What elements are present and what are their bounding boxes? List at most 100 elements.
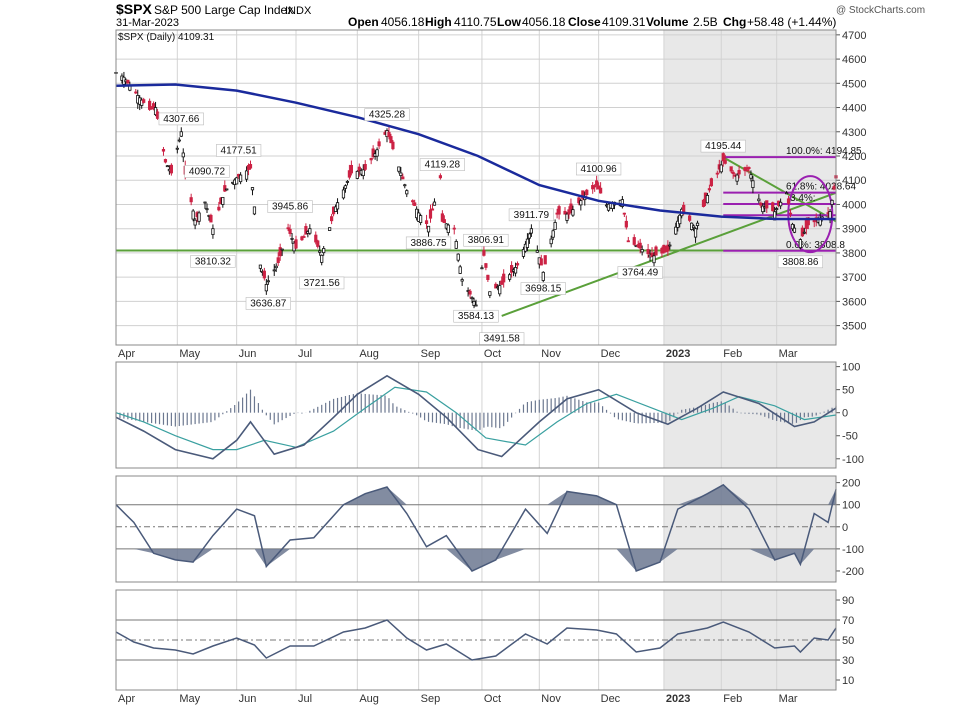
price-label: 3721.56 <box>304 278 341 289</box>
candle-body <box>569 203 573 213</box>
candle-body <box>632 237 636 245</box>
candle-body <box>442 219 446 224</box>
y-tick-label: 70 <box>842 615 854 627</box>
x-tick-label-bottom: May <box>179 693 200 705</box>
shaded-region <box>663 30 836 345</box>
price-label: 4307.66 <box>163 114 200 125</box>
volume-value: 2.5B <box>693 15 718 29</box>
price-label-box <box>190 255 236 268</box>
x-tick-label-bottom: Dec <box>601 693 621 705</box>
candle-body <box>597 185 601 190</box>
candle-body <box>217 206 221 211</box>
x-tick-label: Feb <box>723 348 742 360</box>
candle-body <box>553 222 557 230</box>
candle-body <box>314 234 318 243</box>
panel-frame <box>115 589 837 691</box>
candle-body <box>500 280 504 285</box>
shaded-region <box>663 362 836 468</box>
candle-body <box>709 178 713 187</box>
price-panel-title: $SPX (Daily) 4109.31 <box>118 32 215 43</box>
cci-line <box>115 483 837 572</box>
x-tick-label: 2023 <box>666 348 690 360</box>
candle-body <box>126 79 130 84</box>
x-tick-label: Sep <box>421 348 441 360</box>
candle-body <box>330 216 334 222</box>
fib-label: 100.0%: 4194.85 <box>786 146 862 157</box>
candle-body <box>759 202 763 206</box>
candle-body <box>432 201 437 206</box>
price-label: 3808.86 <box>782 257 819 268</box>
price-label-box <box>184 165 230 178</box>
price-label: 3491.58 <box>484 334 521 345</box>
candle-body <box>452 227 456 230</box>
candle-body <box>832 186 836 190</box>
candle-body <box>375 149 379 157</box>
price-label: 4119.28 <box>425 160 461 171</box>
candle-body <box>403 184 407 187</box>
candle-body <box>460 279 464 282</box>
rsi-panel: 90 70 50 30 10 Apr May Jun Jul Aug Sep Oct Nov Dec 202… <box>115 589 854 705</box>
candle-body <box>456 253 460 261</box>
cci-panel: 200 100 0 -100 -200 <box>115 475 864 583</box>
y-tick-label: 4700 <box>842 30 866 42</box>
candle-body <box>729 166 733 172</box>
y-tick-label: 50 <box>842 385 854 397</box>
candle-body <box>792 227 797 233</box>
chg-label: Chg <box>723 15 746 29</box>
price-label: 4100.96 <box>581 164 618 175</box>
candle-body <box>318 250 322 253</box>
x-tick-label: May <box>179 348 200 360</box>
candle-body <box>798 239 802 249</box>
candle-body <box>401 176 405 180</box>
candle-body <box>527 233 532 239</box>
candle-body <box>802 231 806 234</box>
x-tick-label-bottom: Jul <box>298 693 312 705</box>
price-label-box <box>700 139 746 153</box>
candle-body <box>498 285 502 295</box>
candle-body <box>626 240 630 243</box>
candle-body <box>775 208 779 210</box>
candle-body <box>205 208 209 211</box>
candle-body <box>470 297 474 300</box>
candle-body <box>541 271 545 281</box>
candle-body <box>250 187 255 191</box>
y-tick-label: 3600 <box>842 296 866 308</box>
open-label: Open <box>348 15 379 29</box>
cci-oversold-fill <box>116 548 836 571</box>
candle-body <box>428 209 433 219</box>
candle-body <box>397 166 401 172</box>
y-tick-label: 4500 <box>842 78 866 90</box>
candle-body <box>179 131 183 137</box>
y-tick-label: 90 <box>842 595 854 607</box>
date: 31-Mar-2023 <box>116 17 179 29</box>
candle-body <box>235 177 239 185</box>
x-tick-label-bottom: Apr <box>118 693 135 705</box>
volume-label: Volume <box>646 15 689 29</box>
candle-body <box>622 212 626 215</box>
y-tick-label: 4600 <box>842 54 866 66</box>
x-tick-label-bottom: Mar <box>779 693 798 705</box>
candle-body <box>761 205 765 213</box>
x-tick-label-bottom: Aug <box>359 693 379 705</box>
candle-body <box>557 206 561 215</box>
candle-body <box>510 265 514 273</box>
price-label-box <box>520 282 566 295</box>
candle-body <box>565 213 569 221</box>
candle-body <box>320 254 324 263</box>
price-label: 4195.44 <box>705 141 742 152</box>
candle-body <box>486 274 490 280</box>
candle-body <box>472 300 476 306</box>
price-label-box <box>364 108 410 121</box>
candle-body <box>652 255 656 264</box>
candle-body <box>749 174 753 179</box>
price-label: 3636.87 <box>250 298 287 309</box>
x-tick-label: Nov <box>541 348 561 360</box>
candle-body <box>369 158 373 161</box>
price-label: 3806.91 <box>468 235 505 246</box>
price-label: 3764.49 <box>622 268 659 279</box>
candle-body <box>743 167 747 172</box>
candle-body <box>151 103 156 109</box>
close-label: Close <box>568 15 601 29</box>
panel-frame <box>115 29 837 346</box>
y-tick-label: 100 <box>842 500 860 512</box>
